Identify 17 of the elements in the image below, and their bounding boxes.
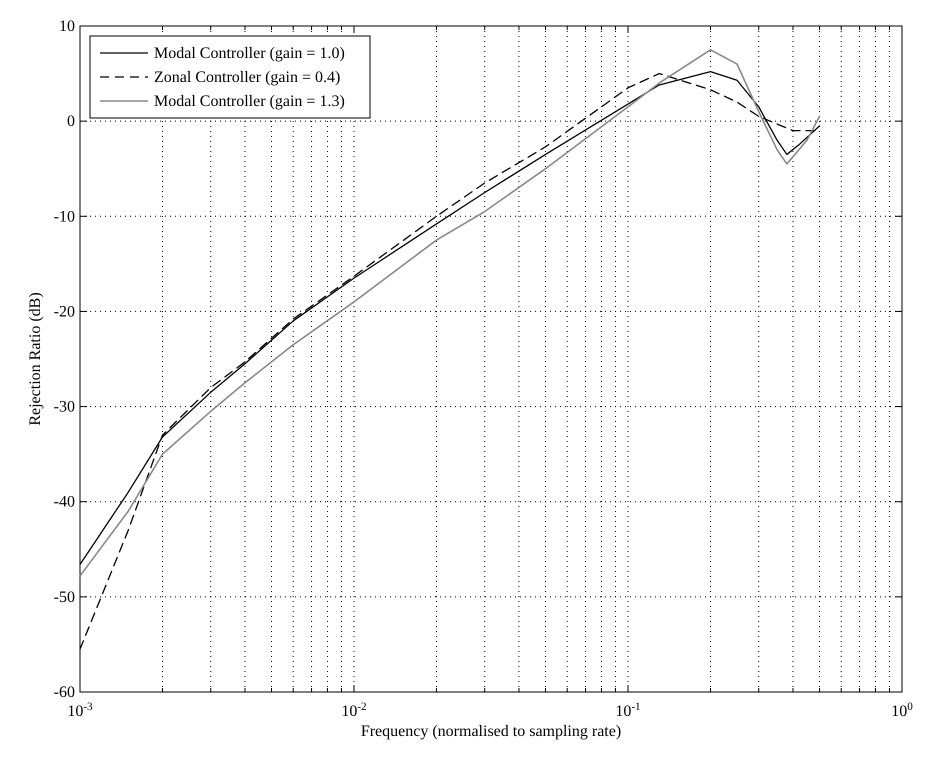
x-tick-label: 10$^{0}$	[891, 701, 914, 720]
x-tick-label: 10$^{-3}$	[67, 701, 94, 720]
y-tick-label: -30	[54, 398, 75, 416]
x-axis-title: Frequency (normalised to sampling rate)	[360, 723, 622, 740]
y-axis-title: Rejection Ratio (dB)	[27, 292, 44, 426]
legend-label: Modal Controller (gain = 1.3)	[154, 93, 345, 110]
legend-label: Zonal Controller (gain = 0.4)	[154, 69, 340, 86]
x-tick-label: 10$^{-2}$	[341, 701, 367, 720]
legend-label: Modal Controller (gain = 1.0)	[154, 45, 345, 62]
x-tick-label: 10$^{-1}$	[615, 701, 641, 720]
y-tick-label: -10	[54, 208, 75, 226]
y-tick-label: -60	[54, 684, 75, 701]
y-tick-label: -40	[54, 494, 75, 511]
y-tick-label: 0	[67, 113, 75, 130]
y-tick-label: 10	[59, 18, 75, 35]
y-tick-label: -50	[54, 588, 75, 606]
y-tick-label: -20	[54, 303, 75, 320]
